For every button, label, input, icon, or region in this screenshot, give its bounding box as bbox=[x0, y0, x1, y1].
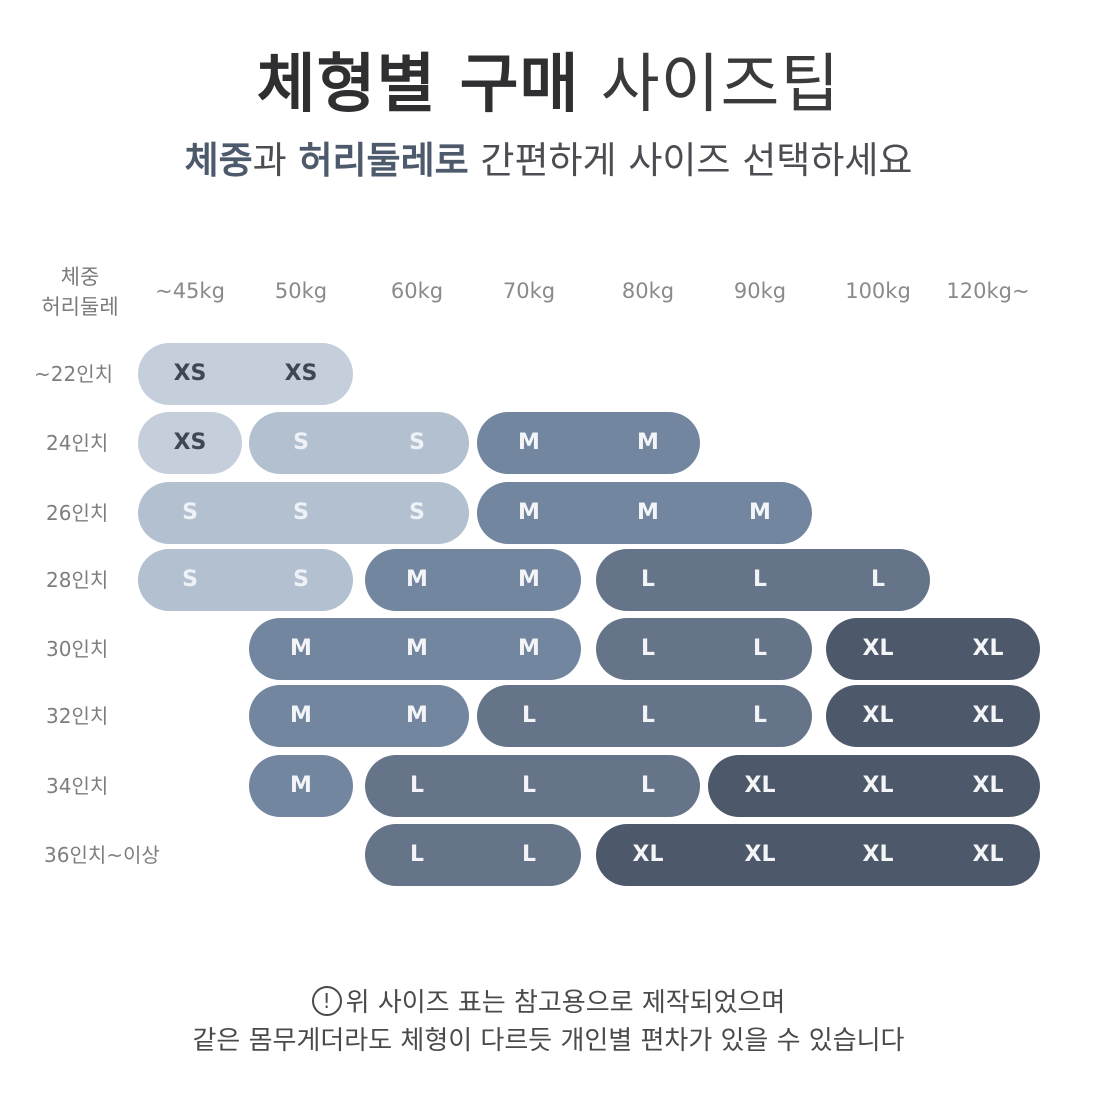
page-subtitle: 체중과 허리둘레로 간편하게 사이즈 선택하세요 bbox=[0, 133, 1097, 189]
title-bold: 체형별 구매 bbox=[256, 48, 580, 122]
column-header: ~45kg bbox=[155, 279, 225, 303]
size-cell: S bbox=[182, 500, 198, 525]
size-cell: S bbox=[409, 430, 425, 455]
column-header: 50kg bbox=[274, 279, 328, 303]
size-cell: S bbox=[293, 430, 309, 455]
row-header: 28인치 bbox=[46, 568, 109, 592]
size-pill-xl bbox=[826, 685, 1040, 747]
size-cell: M bbox=[518, 636, 540, 661]
size-cell: L bbox=[870, 567, 886, 592]
size-cell: L bbox=[640, 567, 656, 592]
column-header: 80kg bbox=[621, 279, 675, 303]
row-header: 34인치 bbox=[46, 774, 109, 798]
size-pill-m bbox=[249, 685, 469, 747]
row-header: 24인치 bbox=[46, 431, 109, 455]
size-cell: L bbox=[521, 703, 537, 728]
size-cell: XL bbox=[862, 636, 894, 661]
size-cell: M bbox=[637, 500, 659, 525]
size-cell: XL bbox=[972, 703, 1004, 728]
size-pill-s bbox=[138, 549, 353, 611]
size-cell: XL bbox=[744, 773, 776, 798]
column-header: 70kg bbox=[502, 279, 556, 303]
table-corner-header: 체중 허리둘레 bbox=[30, 262, 130, 322]
size-cell: M bbox=[406, 703, 428, 728]
title-light: 사이즈팁 bbox=[600, 48, 841, 122]
size-pill-m bbox=[477, 482, 812, 544]
size-cell: M bbox=[406, 636, 428, 661]
size-cell: L bbox=[640, 773, 656, 798]
size-cell: L bbox=[752, 703, 768, 728]
size-cell: S bbox=[409, 500, 425, 525]
size-pill-xs bbox=[138, 412, 242, 474]
size-cell: XL bbox=[972, 773, 1004, 798]
size-pill-l bbox=[365, 824, 581, 886]
size-pill-xs bbox=[138, 343, 353, 405]
row-header: 26인치 bbox=[46, 501, 109, 525]
size-cell: M bbox=[749, 500, 771, 525]
size-pill-l bbox=[596, 549, 930, 611]
column-header: 90kg bbox=[733, 279, 787, 303]
size-pill-l bbox=[477, 685, 812, 747]
size-cell: L bbox=[521, 773, 537, 798]
size-cell: XL bbox=[744, 842, 776, 867]
size-cell: M bbox=[290, 773, 312, 798]
row-header: 30인치 bbox=[46, 637, 109, 661]
corner-waist-label: 허리둘레 bbox=[41, 295, 119, 319]
size-pill-l bbox=[365, 755, 700, 817]
column-header: 120kg~ bbox=[946, 279, 1030, 303]
size-cell: XS bbox=[173, 430, 207, 455]
row-header: 32인치 bbox=[46, 704, 109, 728]
size-pill-m bbox=[249, 755, 353, 817]
subtitle-conj: 과 bbox=[252, 139, 299, 182]
size-pill-m bbox=[477, 412, 700, 474]
subtitle-weight: 체중 bbox=[184, 139, 253, 182]
size-cell: S bbox=[293, 500, 309, 525]
subtitle-rest: 간편하게 사이즈 선택하세요 bbox=[468, 139, 913, 182]
size-cell: XL bbox=[862, 773, 894, 798]
size-cell: M bbox=[518, 430, 540, 455]
row-header: 36인치~이상 bbox=[44, 843, 160, 867]
subtitle-waist: 허리둘레로 bbox=[298, 139, 469, 182]
size-cell: XL bbox=[632, 842, 664, 867]
page-title: 체형별 구매 사이즈팁 bbox=[0, 40, 1097, 130]
row-header: ~22인치 bbox=[34, 362, 114, 386]
size-cell: M bbox=[290, 636, 312, 661]
size-cell: L bbox=[409, 773, 425, 798]
size-pill-m bbox=[249, 618, 581, 680]
size-cell: XS bbox=[173, 361, 207, 386]
size-pill-xl bbox=[596, 824, 1040, 886]
size-cell: M bbox=[406, 567, 428, 592]
size-pill-xl bbox=[826, 618, 1040, 680]
size-pill-xl bbox=[708, 755, 1040, 817]
size-cell: M bbox=[637, 430, 659, 455]
size-cell: S bbox=[293, 567, 309, 592]
column-header: 100kg bbox=[845, 279, 911, 303]
size-cell: M bbox=[290, 703, 312, 728]
size-cell: XL bbox=[972, 842, 1004, 867]
footer-note-line1: ! 위 사이즈 표는 참고용으로 제작되었으며 bbox=[0, 984, 1097, 1022]
corner-weight-label: 체중 bbox=[60, 265, 100, 289]
size-cell: XL bbox=[862, 842, 894, 867]
size-cell: L bbox=[752, 567, 768, 592]
exclamation-circle-icon: ! bbox=[311, 986, 342, 1016]
footer-note-line2: 같은 몸무게더라도 체형이 다르듯 개인별 편차가 있을 수 있습니다 bbox=[192, 1026, 905, 1056]
size-cell: XS bbox=[284, 361, 318, 386]
size-cell: M bbox=[518, 500, 540, 525]
size-cell: XL bbox=[862, 703, 894, 728]
size-cell: L bbox=[640, 636, 656, 661]
footer-line1-text: 위 사이즈 표는 참고용으로 제작되었으며 bbox=[345, 988, 786, 1018]
size-cell: M bbox=[518, 567, 540, 592]
size-pill-s bbox=[138, 482, 469, 544]
size-cell: L bbox=[409, 842, 425, 867]
column-header: 60kg bbox=[390, 279, 444, 303]
size-pill-s bbox=[249, 412, 469, 474]
size-pill-m bbox=[365, 549, 581, 611]
size-pill-l bbox=[596, 618, 812, 680]
size-cell: XL bbox=[972, 636, 1004, 661]
size-cell: L bbox=[640, 703, 656, 728]
size-cell: L bbox=[521, 842, 537, 867]
size-cell: S bbox=[182, 567, 198, 592]
size-cell: L bbox=[752, 636, 768, 661]
